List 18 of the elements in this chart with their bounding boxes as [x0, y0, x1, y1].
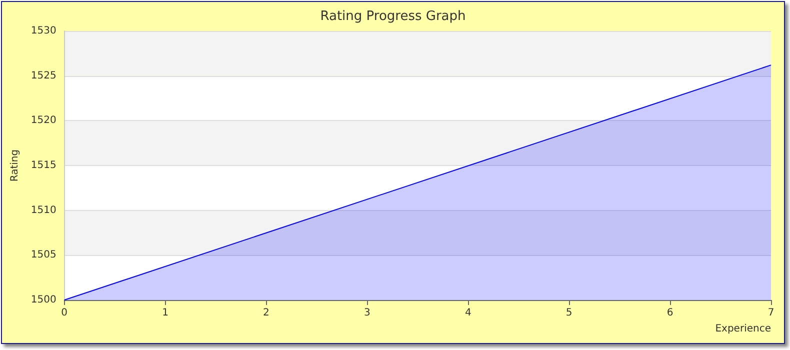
- y-tick-label: 1500: [30, 294, 56, 306]
- x-tick-label: 3: [364, 308, 370, 318]
- x-tick-label: 6: [666, 308, 674, 318]
- y-tick-label: 1515: [30, 160, 56, 171]
- chart-title: Rating Progress Graph: [320, 9, 466, 24]
- y-tick-label: 1520: [30, 115, 56, 126]
- x-tick-label: 5: [566, 308, 572, 318]
- x-tick-label: 7: [768, 308, 774, 318]
- y-tick-label: 1510: [30, 204, 56, 216]
- x-tick-label: 4: [464, 308, 472, 318]
- x-tick-label: 1: [162, 308, 168, 318]
- y-tick-label: 1530: [30, 26, 56, 36]
- y-tick-label: 1505: [30, 250, 56, 261]
- y-axis-title: Rating: [10, 149, 20, 182]
- x-tick-label: 2: [263, 308, 270, 318]
- x-axis-title: Experience: [715, 324, 771, 334]
- x-tick-label: 0: [61, 308, 68, 318]
- y-tick-label: 1525: [30, 70, 56, 82]
